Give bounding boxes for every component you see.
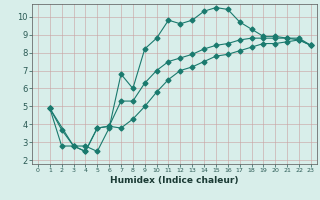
- X-axis label: Humidex (Indice chaleur): Humidex (Indice chaleur): [110, 176, 239, 185]
